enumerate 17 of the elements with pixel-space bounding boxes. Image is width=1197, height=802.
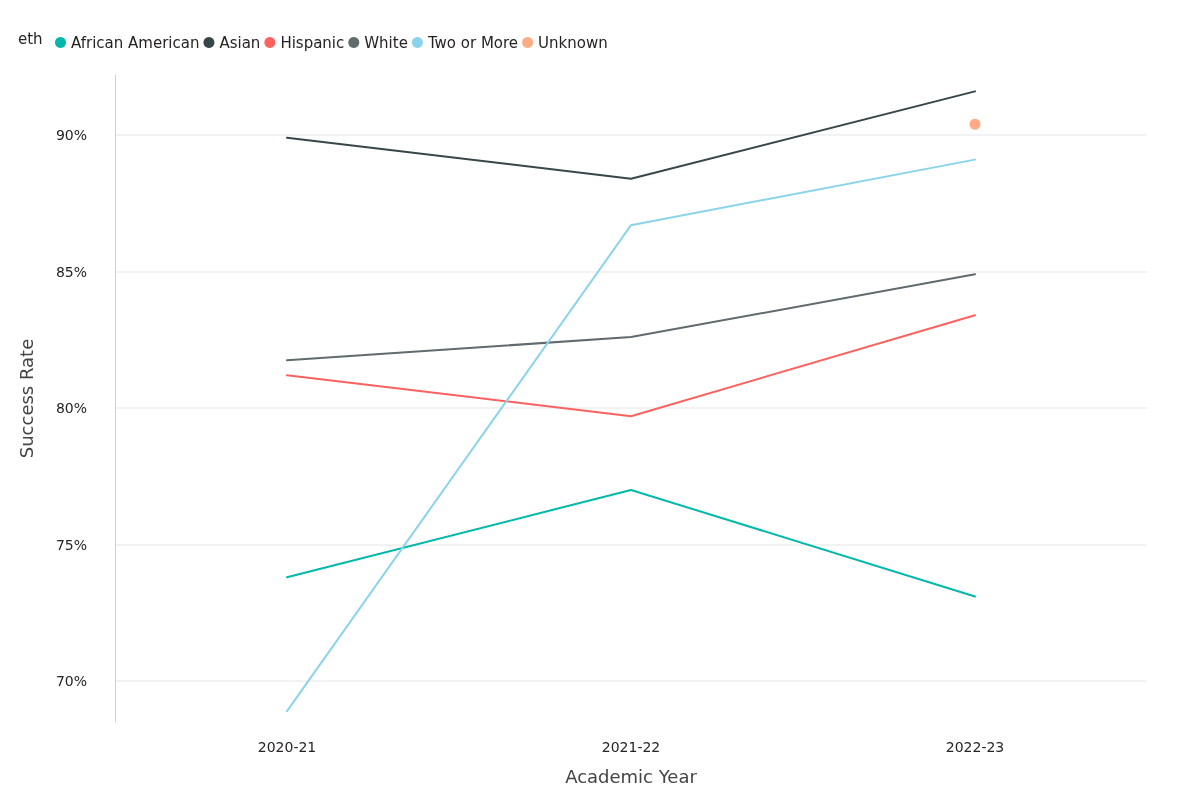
y-tick-label: 90% xyxy=(55,127,87,144)
x-tick-label: 2022-23 xyxy=(945,739,1005,755)
legend-label: Asian xyxy=(219,33,261,52)
y-tick-label: 75% xyxy=(55,536,87,553)
x-tick-label: 2021-22 xyxy=(601,739,661,755)
legend-label: African American xyxy=(71,33,200,52)
x-tick-label: 2020-21 xyxy=(257,739,317,755)
y-tick-label: 80% xyxy=(55,400,87,417)
legend-label: Hispanic xyxy=(280,33,345,52)
x-axis-title: Academic Year xyxy=(565,765,698,787)
y-tick-label: 70% xyxy=(55,673,87,690)
legend-label: Two or More xyxy=(426,33,519,52)
y-tick-label: 85% xyxy=(55,263,87,280)
legend-label: Unknown xyxy=(538,33,608,52)
legend-title: eth xyxy=(18,29,43,48)
legend-label: White xyxy=(364,33,408,52)
y-axis-title: Success Rate xyxy=(15,338,37,459)
